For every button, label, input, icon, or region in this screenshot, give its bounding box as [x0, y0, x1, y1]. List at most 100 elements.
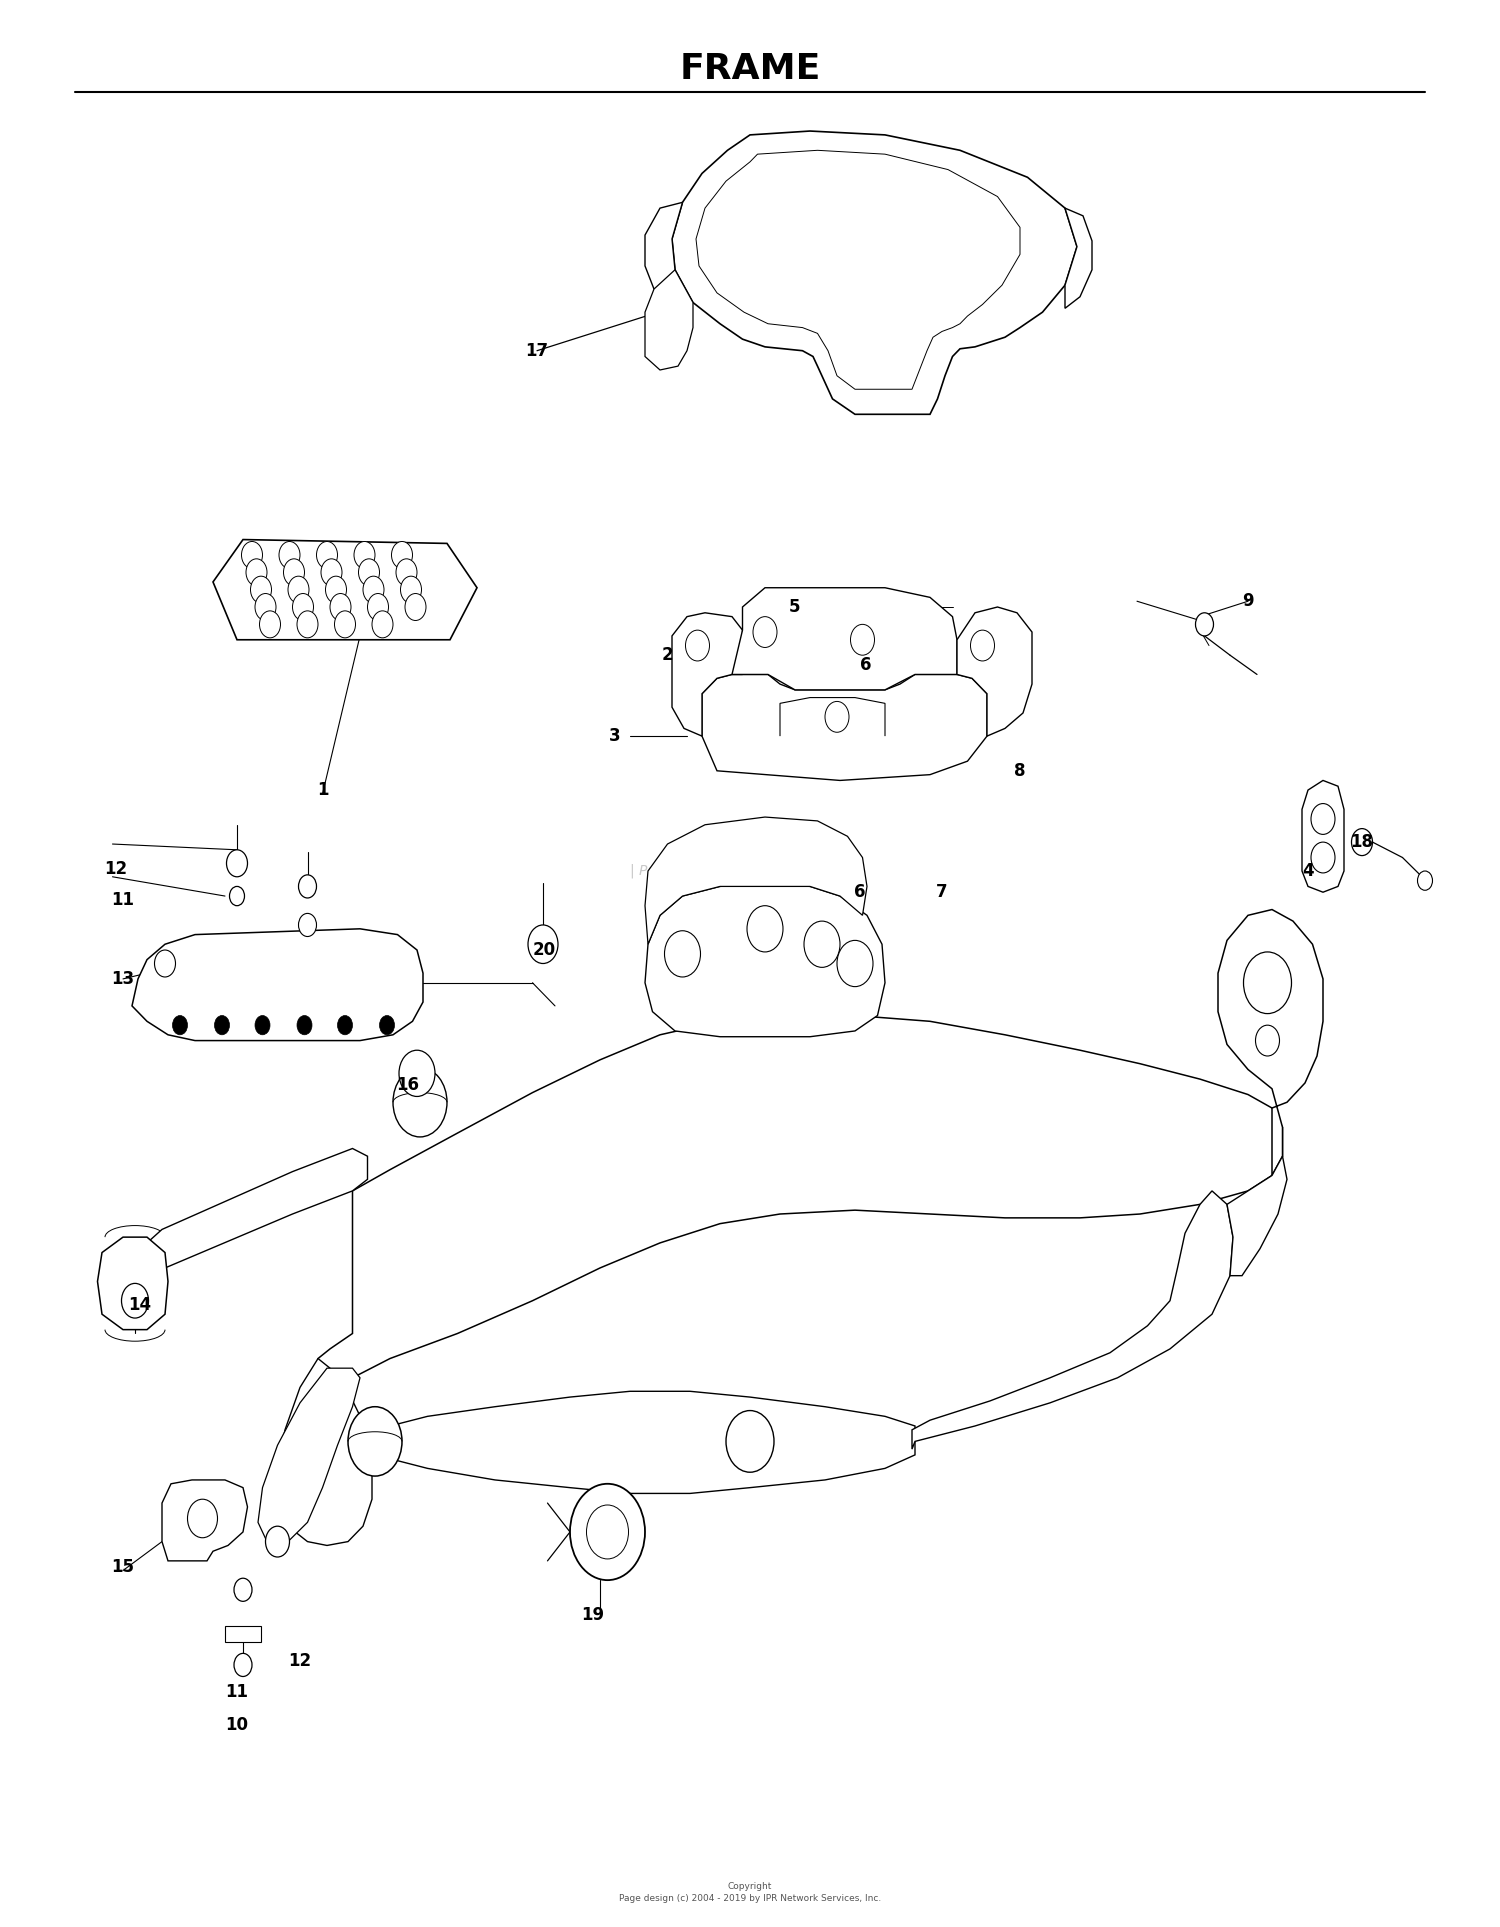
Text: 5: 5	[789, 597, 801, 617]
Circle shape	[1311, 842, 1335, 873]
Text: 7: 7	[936, 883, 948, 902]
Circle shape	[292, 594, 314, 620]
Text: 20: 20	[532, 940, 556, 960]
Circle shape	[321, 559, 342, 586]
Polygon shape	[1065, 208, 1092, 308]
Circle shape	[380, 1016, 394, 1035]
Circle shape	[255, 594, 276, 620]
Polygon shape	[213, 540, 477, 640]
Circle shape	[284, 559, 304, 586]
Circle shape	[214, 1016, 230, 1035]
Polygon shape	[702, 674, 987, 780]
Text: 2: 2	[662, 646, 674, 665]
Circle shape	[298, 913, 316, 937]
Text: 1: 1	[316, 780, 328, 800]
Circle shape	[358, 559, 380, 586]
Text: 14: 14	[128, 1295, 152, 1314]
Polygon shape	[278, 1359, 372, 1545]
Circle shape	[234, 1653, 252, 1676]
Polygon shape	[696, 150, 1020, 389]
Circle shape	[363, 576, 384, 603]
Polygon shape	[672, 131, 1077, 414]
Text: 8: 8	[1014, 761, 1026, 780]
Circle shape	[368, 594, 388, 620]
Text: 10: 10	[225, 1715, 249, 1734]
Text: 12: 12	[104, 859, 128, 879]
Bar	[225, 1626, 261, 1642]
Polygon shape	[645, 202, 682, 299]
Circle shape	[837, 940, 873, 987]
Circle shape	[570, 1484, 645, 1580]
Polygon shape	[162, 1480, 248, 1561]
Text: 18: 18	[1350, 832, 1374, 852]
Circle shape	[297, 1016, 312, 1035]
Circle shape	[154, 950, 176, 977]
Polygon shape	[1227, 1156, 1287, 1276]
Text: 9: 9	[1242, 592, 1254, 611]
Text: 6: 6	[859, 655, 871, 674]
Text: 12: 12	[288, 1651, 312, 1671]
Circle shape	[338, 1016, 352, 1035]
Circle shape	[850, 624, 874, 655]
Text: Copyright
Page design (c) 2004 - 2019 by IPR Network Services, Inc.: Copyright Page design (c) 2004 - 2019 by…	[620, 1881, 880, 1904]
Circle shape	[405, 594, 426, 620]
Text: 3: 3	[609, 726, 621, 746]
Text: 15: 15	[111, 1557, 135, 1576]
Circle shape	[234, 1578, 252, 1601]
Text: | PartStream™: | PartStream™	[630, 863, 732, 879]
Text: 4: 4	[1302, 861, 1314, 881]
Circle shape	[664, 931, 700, 977]
Circle shape	[242, 541, 262, 568]
Circle shape	[528, 925, 558, 964]
Circle shape	[804, 921, 840, 967]
Polygon shape	[672, 613, 742, 736]
Circle shape	[255, 1016, 270, 1035]
Circle shape	[396, 559, 417, 586]
Polygon shape	[1302, 780, 1344, 892]
Text: 16: 16	[396, 1075, 420, 1095]
Circle shape	[266, 1526, 290, 1557]
Polygon shape	[98, 1237, 168, 1330]
Polygon shape	[780, 698, 885, 736]
Circle shape	[288, 576, 309, 603]
Text: 11: 11	[111, 890, 135, 910]
Circle shape	[372, 611, 393, 638]
Polygon shape	[645, 270, 693, 370]
Circle shape	[251, 576, 272, 603]
Polygon shape	[732, 588, 957, 690]
Circle shape	[230, 886, 244, 906]
Polygon shape	[258, 1368, 360, 1542]
Circle shape	[392, 541, 412, 568]
Circle shape	[348, 1407, 402, 1476]
Circle shape	[246, 559, 267, 586]
Circle shape	[260, 611, 280, 638]
Circle shape	[825, 701, 849, 732]
Polygon shape	[912, 1191, 1233, 1449]
Text: 13: 13	[111, 969, 135, 989]
Circle shape	[1418, 871, 1432, 890]
Text: 11: 11	[225, 1682, 249, 1702]
Circle shape	[326, 576, 346, 603]
Polygon shape	[645, 883, 885, 1037]
Polygon shape	[318, 1016, 1282, 1384]
Circle shape	[316, 541, 338, 568]
Polygon shape	[1218, 910, 1323, 1175]
Text: 17: 17	[525, 341, 549, 360]
Circle shape	[399, 1050, 435, 1096]
Polygon shape	[132, 929, 423, 1041]
Circle shape	[586, 1505, 628, 1559]
Text: 19: 19	[580, 1605, 604, 1624]
Text: FRAME: FRAME	[680, 52, 820, 87]
Circle shape	[122, 1283, 148, 1318]
Circle shape	[393, 1068, 447, 1137]
Circle shape	[400, 576, 422, 603]
Circle shape	[970, 630, 994, 661]
Polygon shape	[645, 817, 867, 944]
Circle shape	[226, 850, 248, 877]
Circle shape	[1256, 1025, 1280, 1056]
Circle shape	[726, 1411, 774, 1472]
Polygon shape	[957, 607, 1032, 736]
Circle shape	[354, 541, 375, 568]
Circle shape	[330, 594, 351, 620]
Circle shape	[334, 611, 356, 638]
